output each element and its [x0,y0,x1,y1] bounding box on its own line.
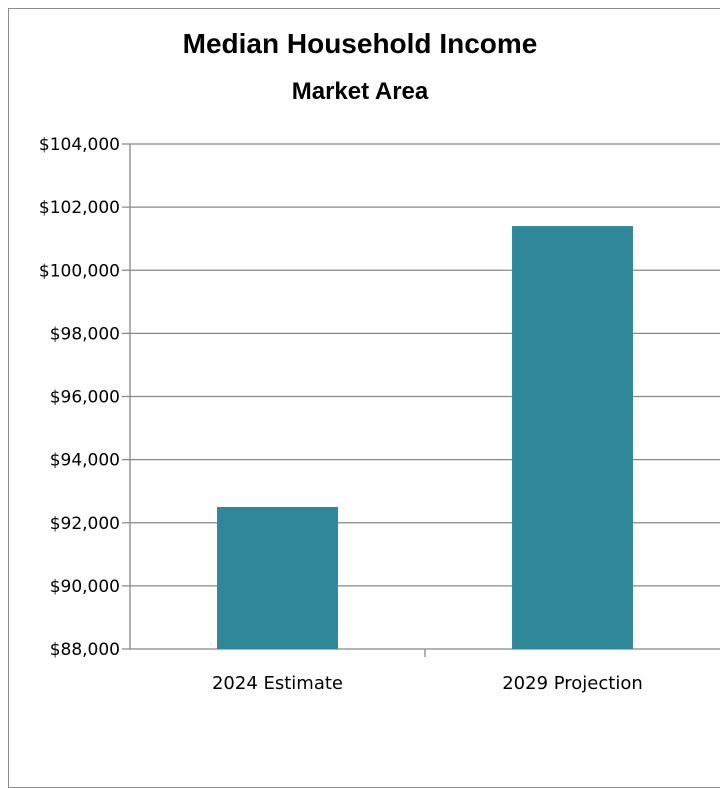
y-tick-label: $104,000 [39,135,120,155]
y-tick-label: $96,000 [50,388,120,408]
x-tick-label: 2024 Estimate [212,673,343,694]
y-tick-label: $92,000 [50,514,120,534]
bar-1 [217,506,338,649]
bar-2 [512,226,633,649]
y-tick-label: $90,000 [50,577,120,597]
x-tick-label: 2029 Projection [502,673,643,694]
chart-title: Median Household Income [182,28,538,59]
y-tick-label: $98,000 [50,324,120,344]
chart-subtitle: Market Area [291,78,429,105]
y-tick-label: $88,000 [50,640,120,660]
y-tick-label: $100,000 [39,261,120,281]
bar-chart: $88,000 $90,000 $92,000 $94,000 $96,000 $98,0… [39,135,720,694]
y-tick-label: $102,000 [39,198,120,218]
y-tick-label: $94,000 [50,451,120,471]
